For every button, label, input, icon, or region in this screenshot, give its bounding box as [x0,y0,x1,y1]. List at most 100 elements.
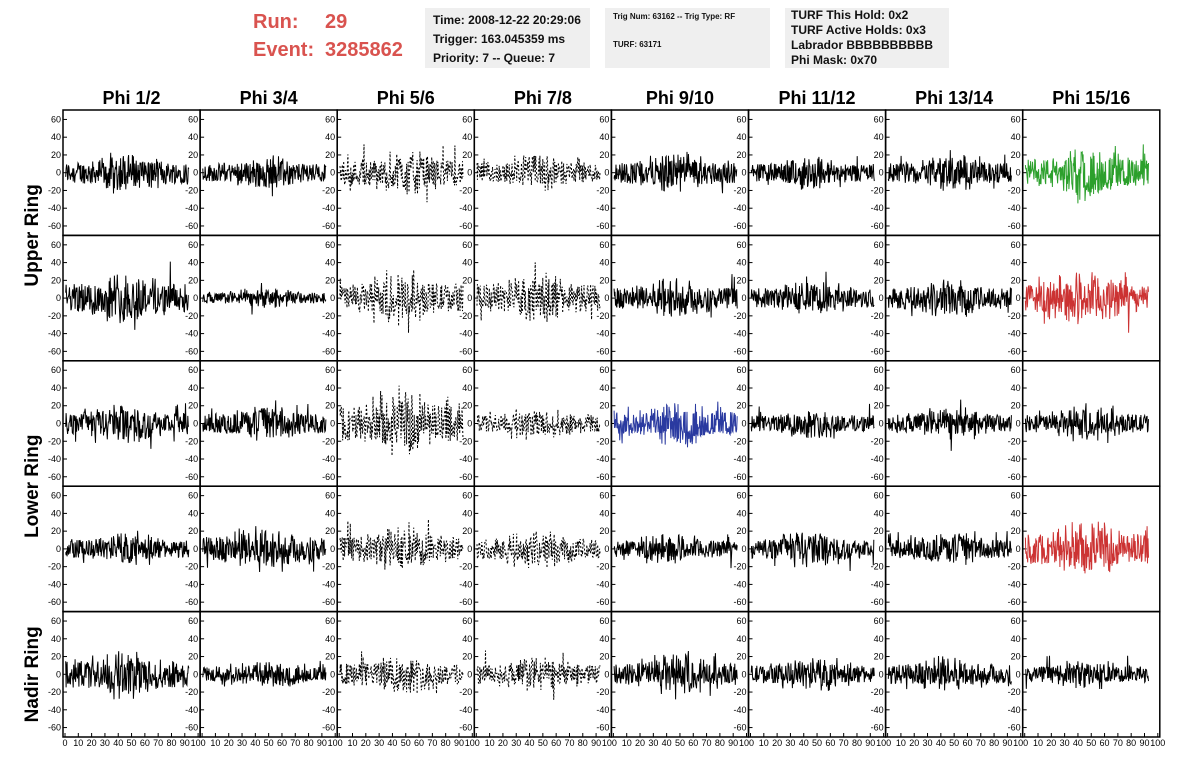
y-tick-label: 60 [462,114,472,124]
y-tick-label: -20 [322,687,335,697]
y-tick-label: -40 [185,329,198,339]
y-tick-label: 0 [193,293,198,303]
y-tick-label: -60 [596,597,609,607]
y-tick-label: 60 [874,616,884,626]
x-tick-label: 10 [210,738,220,748]
y-tick-label: 40 [462,132,472,142]
waveform-trace [1024,403,1149,444]
y-tick-label: -40 [733,203,746,213]
waveform-trace [613,650,738,700]
y-tick-label: -40 [596,705,609,715]
y-tick-label: 20 [1011,150,1021,160]
waveform-trace [1024,144,1149,204]
y-tick-label: -20 [1008,436,1021,446]
y-tick-label: -20 [322,185,335,195]
y-tick-label: -20 [185,436,198,446]
column-header: Phi 5/6 [377,88,435,108]
x-tick-label: 30 [785,738,795,748]
y-tick-label: 60 [1011,491,1021,501]
x-tick-label: 40 [1073,738,1083,748]
column-header: Phi 13/14 [915,88,993,108]
y-tick-label: 0 [193,168,198,178]
x-tick-label: 70 [290,738,300,748]
y-tick-label: -60 [1008,723,1021,733]
y-tick-label: 60 [874,240,884,250]
y-tick-label: 60 [462,240,472,250]
time-text: Time: 2008-12-22 20:29:06 [433,13,581,27]
priority-text: Priority: 7 -- Queue: 7 [433,51,556,65]
waveform-trace [613,274,738,318]
x-tick-label: 40 [387,738,397,748]
waveform-trace [202,400,327,441]
y-tick-label: 20 [599,401,609,411]
y-tick-label: 60 [599,616,609,626]
y-tick-label: 60 [874,491,884,501]
y-tick-label: 20 [325,150,335,160]
x-tick-label: 70 [976,738,986,748]
y-tick-label: -60 [596,723,609,733]
y-tick-label: 60 [1011,365,1021,375]
y-tick-label: 40 [325,258,335,268]
turf-text: TURF: 63171 [613,40,662,49]
waveform-trace [476,262,601,322]
x-tick-label: 90 [317,738,327,748]
column-header: Phi 7/8 [514,88,572,108]
waveform-trace [65,530,190,565]
y-tick-label: -60 [459,346,472,356]
y-tick-label: -20 [871,311,884,321]
x-tick-label: 90 [728,738,738,748]
y-tick-label: 60 [599,114,609,124]
y-tick-label: -20 [48,311,61,321]
x-tick-label: 80 [715,738,725,748]
y-tick-label: -20 [185,311,198,321]
y-tick-label: -60 [48,221,61,231]
y-tick-label: -20 [48,436,61,446]
x-tick-label: 100 [465,738,480,748]
y-tick-label: 20 [1011,401,1021,411]
ring-label: Nadir Ring [22,626,43,722]
y-tick-label: 40 [325,132,335,142]
x-tick-label: 100 [1013,738,1028,748]
y-tick-label: -20 [733,311,746,321]
y-tick-label: -60 [48,472,61,482]
x-tick-label: 60 [1100,738,1110,748]
y-tick-label: -40 [1008,579,1021,589]
y-tick-label: 20 [736,275,746,285]
x-tick-label: 20 [361,738,371,748]
y-tick-label: 20 [462,150,472,160]
y-tick-label: 60 [1011,114,1021,124]
y-tick-label: 0 [1016,168,1021,178]
y-tick-label: 60 [51,365,61,375]
x-tick-label: 90 [454,738,464,748]
x-tick-label: 10 [1033,738,1043,748]
y-tick-label: -20 [1008,562,1021,572]
x-tick-label: 30 [100,738,110,748]
y-tick-label: 0 [604,293,609,303]
y-tick-label: 20 [736,652,746,662]
y-tick-label: -40 [459,203,472,213]
y-tick-label: 40 [325,634,335,644]
y-tick-label: -40 [733,454,746,464]
y-tick-label: 0 [193,544,198,554]
x-tick-label: 50 [264,738,274,748]
x-tick-label: 30 [374,738,384,748]
y-tick-label: -40 [459,579,472,589]
y-tick-label: 0 [879,419,884,429]
y-tick-label: 0 [193,669,198,679]
y-tick-label: 60 [1011,616,1021,626]
x-tick-label: 20 [772,738,782,748]
y-tick-label: 20 [599,150,609,160]
y-tick-label: -60 [596,346,609,356]
y-tick-label: 60 [188,491,198,501]
y-tick-label: 0 [467,544,472,554]
column-header: Phi 11/12 [779,88,856,108]
y-tick-label: 40 [51,258,61,268]
y-tick-label: 20 [188,275,198,285]
y-tick-label: 0 [879,168,884,178]
y-tick-label: 20 [1011,275,1021,285]
y-tick-label: -60 [185,723,198,733]
y-tick-label: 40 [51,383,61,393]
y-tick-label: 0 [1016,293,1021,303]
x-tick-label: 20 [1046,738,1056,748]
y-tick-label: -20 [871,687,884,697]
